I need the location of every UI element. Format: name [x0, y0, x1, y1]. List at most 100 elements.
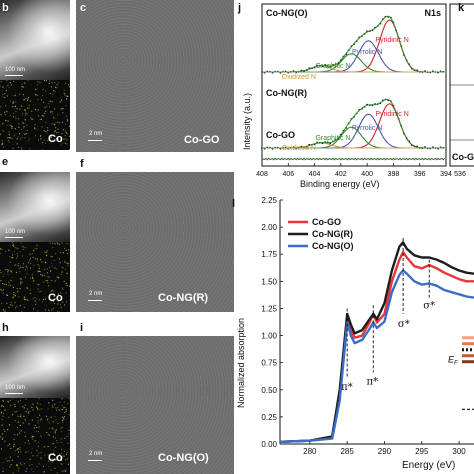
eds-dot [54, 91, 56, 93]
eds-dot [66, 139, 68, 141]
eds-dot [37, 420, 39, 422]
eds-dot [20, 266, 22, 268]
eds-dot [54, 86, 57, 88]
x-tick-label: 536 [454, 171, 466, 178]
eds-dot [24, 268, 26, 271]
eds-dot [40, 138, 42, 140]
eds-dot [0, 252, 1, 254]
xps-data-point [324, 64, 326, 67]
xps-data-point [366, 103, 368, 106]
xps-data-point [397, 118, 400, 120]
eds-dot [7, 140, 9, 142]
eds-dot [20, 451, 22, 453]
eds-dot [22, 266, 24, 269]
eds-dot [60, 292, 62, 294]
eds-dot [18, 126, 20, 128]
sample-label: Co-G [452, 152, 474, 162]
eds-dot [17, 265, 19, 267]
eds-dot [34, 124, 36, 126]
eds-dot [16, 257, 18, 259]
xps-component-curve [262, 142, 445, 149]
xps-data-point [361, 107, 363, 110]
eds-dot [63, 247, 66, 250]
xps-data-point [374, 103, 376, 105]
eds-dot [5, 105, 7, 107]
eds-dot [27, 140, 30, 142]
xps-curve [261, 157, 446, 161]
eds-dot [22, 248, 24, 250]
eds-dot [23, 463, 25, 465]
xps-data-point [269, 70, 271, 73]
eds-dot [22, 255, 24, 257]
eds-dot [1, 424, 3, 426]
xps-data-point [353, 116, 355, 118]
eds-dot [51, 279, 53, 282]
eds-dot [47, 276, 49, 278]
scale-label: 2 nm [89, 451, 103, 457]
eds-dot [11, 84, 13, 86]
eds-dot [55, 459, 57, 461]
eds-dot [14, 420, 16, 422]
eds-dot [54, 82, 56, 84]
eds-dot [66, 284, 68, 286]
eds-dot [31, 435, 34, 437]
xps-data-point [416, 69, 418, 72]
eds-dot [65, 249, 67, 251]
eds-dot [49, 111, 52, 113]
eds-dot [66, 243, 68, 245]
eds-dot [59, 410, 61, 412]
eds-dot [9, 115, 11, 117]
eds-dot [68, 86, 70, 88]
panel-label-b-overlay: b [2, 2, 9, 14]
eds-dot [15, 133, 17, 135]
eds-dot [49, 80, 51, 82]
xps-data-point [274, 70, 276, 73]
eds-dot [6, 111, 8, 113]
xps-data-point [318, 64, 321, 67]
eds-dot [65, 131, 67, 133]
eds-dot [41, 261, 43, 263]
eds-dot [0, 133, 1, 135]
eds-dot [13, 102, 15, 104]
eds-dot [34, 128, 36, 130]
eds-dot [67, 433, 69, 435]
eds-dot [53, 290, 55, 292]
xps-data-point [276, 146, 279, 149]
eds-dot [66, 115, 68, 117]
eds-dot [60, 273, 62, 275]
eds-dot [55, 297, 57, 299]
eds-dot [63, 89, 65, 91]
eds-dot [9, 466, 11, 468]
eds-dot [0, 279, 2, 282]
eds-dot [38, 284, 40, 286]
xps-data-point [429, 71, 432, 74]
eds-dot [60, 144, 62, 146]
annotation-pi-star: π* [367, 376, 379, 387]
eds-dot [52, 93, 54, 95]
eds-dot [54, 267, 56, 269]
xps-data-point [311, 143, 313, 146]
eds-dot [2, 96, 4, 98]
eds-dot [27, 98, 29, 100]
eds-dot [59, 304, 62, 306]
xps-data-point [300, 69, 303, 72]
xps-data-point [434, 71, 437, 73]
eds-dot [2, 462, 4, 464]
xps-data-point [395, 29, 397, 32]
eds-dot [65, 138, 67, 140]
eds-dot [1, 404, 3, 406]
eds-dot [4, 96, 6, 98]
eds-dot [4, 409, 6, 411]
eds-dot [26, 299, 28, 301]
eds-dot [16, 287, 18, 290]
eds-dot [41, 274, 43, 276]
eds-dot [38, 426, 40, 428]
y-axis-label-l: Normalized absorption [236, 317, 246, 408]
eds-dot [16, 252, 18, 254]
eds-dot [58, 258, 61, 260]
eds-dot [14, 302, 16, 304]
xps-data-point [287, 71, 290, 74]
eds-dot [22, 122, 24, 124]
xps-data-point [387, 99, 390, 102]
eds-dot [59, 311, 61, 312]
